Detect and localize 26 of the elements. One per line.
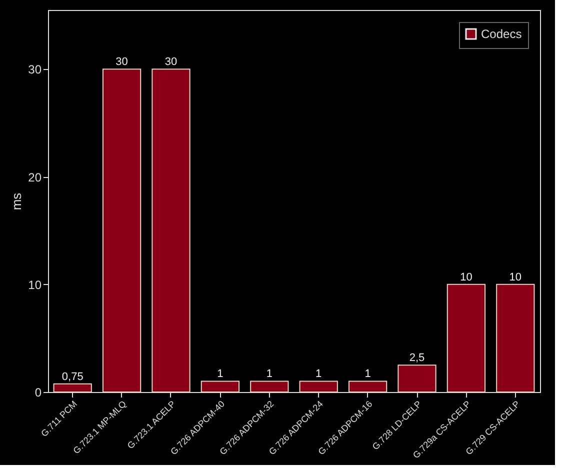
text: 10 [509, 271, 522, 284]
bar [496, 284, 535, 392]
y-axis-title: ms [9, 192, 24, 210]
y-tick-label: 10 [28, 278, 42, 292]
text: 1 [266, 368, 272, 380]
text: 30 [116, 56, 128, 68]
y-tick-label: 20 [28, 170, 42, 184]
legend-label: Codecs [481, 27, 522, 41]
text: 1 [217, 368, 224, 380]
text: 0,75 [62, 370, 84, 383]
text: 2,5 [409, 352, 425, 364]
bar [446, 284, 486, 392]
bar [250, 380, 289, 392]
y-tick-label: 0 [34, 386, 42, 400]
text: 1 [364, 368, 371, 380]
text: 10 [460, 271, 472, 284]
text: 30 [164, 56, 178, 68]
bar [200, 380, 240, 392]
bar [152, 68, 190, 392]
bar [53, 383, 92, 392]
bar [102, 68, 142, 392]
bar [299, 380, 338, 392]
text: 1 [316, 368, 322, 380]
bar [348, 380, 388, 392]
bar [398, 364, 436, 392]
y-tick-label: 30 [28, 62, 42, 77]
